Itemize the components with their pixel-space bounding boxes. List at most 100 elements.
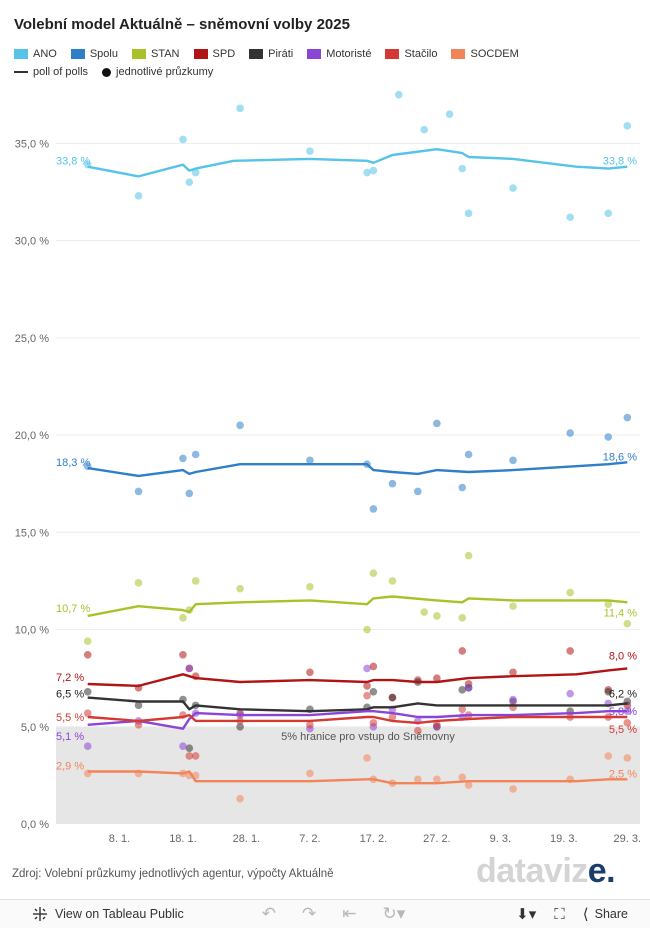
poll-point <box>604 209 613 218</box>
x-tick-label: 7. 2. <box>299 833 320 845</box>
poll-point <box>306 582 314 591</box>
poll-point <box>369 505 378 513</box>
poll-point <box>369 569 378 577</box>
dot-symbol-icon <box>102 67 112 77</box>
poll-point <box>306 769 314 778</box>
end-value-label: 11,4 % <box>604 607 638 619</box>
poll-of-polls-line-stan <box>87 595 628 618</box>
x-tick-label: 17. 2. <box>360 833 388 845</box>
end-value-label: 2,5 % <box>609 768 637 780</box>
y-tick-label: 30,0 % <box>15 236 49 248</box>
poll-point <box>306 721 314 729</box>
poll-point <box>185 752 194 760</box>
start-value-label: 5,1 % <box>56 731 84 743</box>
share-icon[interactable]: ⟨ <box>582 906 589 923</box>
poll-point <box>414 775 422 784</box>
poll-point <box>185 744 194 752</box>
poll-point <box>509 456 517 465</box>
x-tick-label: 27. 2. <box>423 833 451 845</box>
legend-label: SPD <box>212 48 236 60</box>
poll-point <box>191 752 200 760</box>
poll-point <box>83 651 92 659</box>
poll-point <box>566 213 574 222</box>
x-tick-label: 19. 3. <box>550 833 578 845</box>
poll-point <box>623 619 632 628</box>
legend-label: Piráti <box>268 48 294 60</box>
download-icon[interactable]: ⬇▾ <box>516 906 537 923</box>
poll-point <box>83 637 92 645</box>
poll-point <box>464 781 473 789</box>
share-label[interactable]: Share <box>594 907 628 921</box>
legend-item-stačilo[interactable]: Stačilo <box>385 48 437 60</box>
legend-swatch <box>451 49 466 59</box>
poll-point <box>83 742 92 751</box>
x-tick-label: 9. 3. <box>490 833 511 845</box>
poll-point <box>566 647 574 655</box>
source-note: Zdroj: Volební průzkumy jednotlivých age… <box>12 868 334 880</box>
footer-right: ⬇▾ ⛶ ⟨ Share <box>506 905 628 924</box>
legend-item-piráti[interactable]: Piráti <box>249 48 293 60</box>
poll-point <box>604 600 613 609</box>
poll-of-polls-line-spd <box>87 667 628 688</box>
poll-point <box>623 413 632 422</box>
poll-of-polls-line-socdem <box>87 770 628 785</box>
poll-chart[interactable]: 5% hranice pro vstup do Sněmovny 0,0 % 5,0… <box>0 85 650 865</box>
brand-main: dataviz <box>476 852 588 890</box>
legend-item-spolu[interactable]: Spolu <box>70 48 118 60</box>
poll-point <box>604 433 613 441</box>
legend-item-stan[interactable]: STAN <box>131 48 180 60</box>
poll-point <box>509 184 517 192</box>
poll-point <box>236 421 244 430</box>
legend-label: Stačilo <box>404 48 438 60</box>
poll-point <box>191 450 200 459</box>
end-value-label: 6,2 % <box>609 688 637 700</box>
poll-point <box>134 701 143 710</box>
poll-point <box>458 705 467 714</box>
legend-swatch <box>307 49 322 59</box>
poll-point <box>623 719 632 727</box>
redo-icon[interactable]: ↷ <box>302 904 317 923</box>
legend-item-ano[interactable]: ANO <box>14 48 57 60</box>
x-tick-label: 18. 1. <box>169 833 197 845</box>
legend-item-motoristé[interactable]: Motoristé <box>307 48 371 60</box>
fullscreen-icon[interactable]: ⛶ <box>554 905 565 923</box>
view-on-tableau-button[interactable]: View on Tableau Public <box>32 906 184 922</box>
undo-icon[interactable]: ↶ <box>261 904 277 923</box>
tableau-icon <box>33 907 47 921</box>
end-value-label: 33,8 % <box>603 156 637 168</box>
tableau-footer: View on Tableau Public ↶ ↷ ⇤ ↻▾ ⬇▾ ⛶ ⟨ S… <box>0 899 650 928</box>
poll-point <box>458 614 467 622</box>
poll-point <box>388 479 397 488</box>
datavize-logo[interactable]: datavize. <box>476 852 616 891</box>
y-tick-label: 15,0 % <box>15 527 49 539</box>
poll-point <box>414 726 422 735</box>
poll-of-polls-line-motoristé <box>87 710 628 730</box>
y-tick-label: 20,0 % <box>15 430 49 442</box>
poll-point <box>420 125 428 134</box>
poll-point <box>236 794 244 803</box>
revert-icon[interactable]: ⇤ <box>342 904 357 923</box>
poll-point <box>369 687 378 696</box>
legend-dot-label: jednotlivé průzkumy <box>116 66 214 78</box>
poll-point <box>306 147 314 155</box>
poll-point <box>185 664 194 673</box>
end-value-label: 5,8 % <box>609 706 637 718</box>
refresh-icon[interactable]: ↻▾ <box>382 904 406 923</box>
legend-parties: ANO Spolu STAN SPD Piráti Motoristé Stačilo SOC… <box>14 45 644 63</box>
y-tick-label: 25,0 % <box>15 333 49 345</box>
polls-socdem <box>83 752 632 803</box>
legend-item-socdem[interactable]: SOCDEM <box>451 48 519 60</box>
poll-point <box>604 687 613 696</box>
legend-item-spd[interactable]: SPD <box>193 48 236 60</box>
legend-label: Spolu <box>89 48 118 60</box>
end-value-label: 8,0 % <box>609 650 637 662</box>
poll-point <box>179 454 187 463</box>
poll-point <box>464 551 473 560</box>
poll-point <box>134 487 143 496</box>
poll-point <box>388 577 397 585</box>
start-value-label: 6,5 % <box>56 689 84 701</box>
poll-point <box>191 577 200 585</box>
poll-point <box>179 742 187 751</box>
poll-point <box>394 90 403 99</box>
legend-swatch <box>249 49 264 59</box>
